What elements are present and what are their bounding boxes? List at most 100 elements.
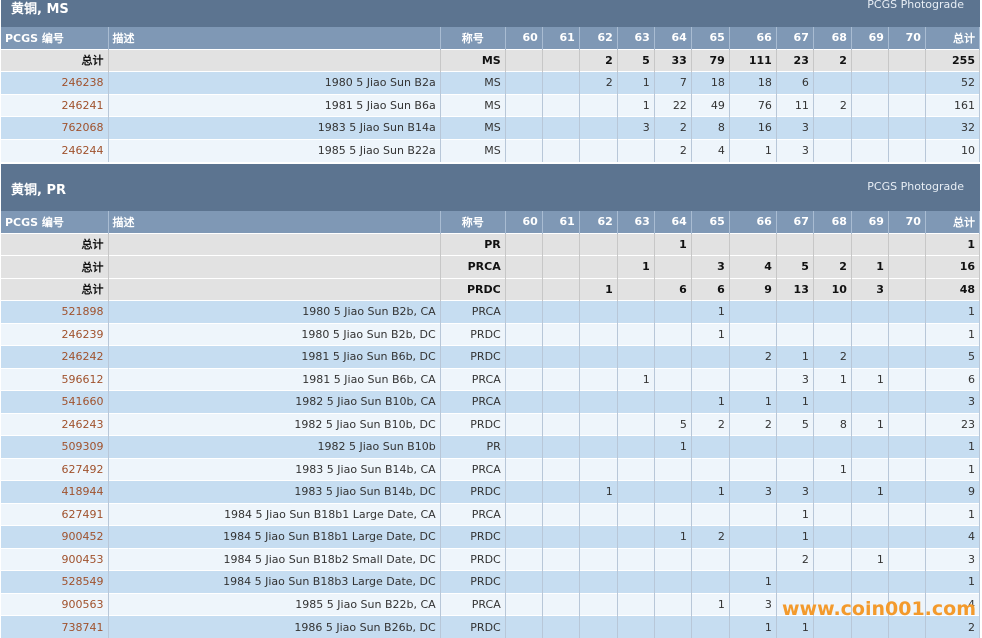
pcgs-number-link[interactable]: 900563 [1,592,109,616]
grade-count-cell [654,457,692,481]
column-header-description[interactable]: 描述 [108,27,441,49]
column-header-grade[interactable]: 61 [542,27,580,49]
column-header-grade[interactable]: 62 [579,211,618,233]
grade-count-cell [542,525,580,548]
pcgs-number-link[interactable]: 246239 [1,322,109,346]
column-header-grade[interactable]: 69 [851,211,889,233]
table-total-row: 总计 PRDC 1 6 6 9 13 10 3 48 [1,277,981,301]
grade-count-cell [654,615,692,638]
row-total-cell: 4 [925,525,981,548]
grade-count-cell [505,48,543,72]
pcgs-number-link[interactable]: 627491 [1,502,109,526]
grade-count-cell: 1 [654,525,692,548]
grade-count-cell [617,300,655,323]
column-header-total[interactable]: 总计 [925,27,981,49]
row-total-cell: 23 [925,412,981,436]
grade-count-cell [542,277,580,301]
total-label: 总计 [1,48,109,72]
pcgs-number-link[interactable]: 246242 [1,345,109,368]
grade-count-cell [654,255,692,278]
pcgs-number-link[interactable]: 541660 [1,390,109,413]
pcgs-number-link[interactable]: 596612 [1,367,109,391]
grade-count-cell: 3 [729,480,777,503]
grade-count-cell [542,592,580,616]
grade-count-cell: 1 [851,412,889,436]
grade-count-cell [617,615,655,638]
grade-count-cell [851,322,889,346]
column-header-grade[interactable]: 61 [542,211,580,233]
photograde-link-ms[interactable]: PCGS Photograde [867,0,964,11]
column-header-grade[interactable]: 67 [776,27,814,49]
column-header-total[interactable]: 总计 [925,211,981,233]
pcgs-number-link[interactable]: 418944 [1,480,109,503]
grade-count-cell [617,547,655,571]
description-cell: 1982 5 Jiao Sun B10b, DC [108,412,441,436]
grade-count-cell [851,615,889,638]
grade-count-cell [888,48,926,72]
grade-count-cell [851,345,889,368]
column-header-grade[interactable]: 66 [729,27,777,49]
grade-count-cell [505,300,543,323]
column-header-grade[interactable]: 70 [888,211,926,233]
pcgs-number-link[interactable]: 246238 [1,71,109,94]
column-header-grade[interactable]: 69 [851,27,889,49]
grade-count-cell: 1 [776,615,814,638]
column-header-designation[interactable]: 称号 [440,27,506,49]
pcgs-number-link[interactable]: 528549 [1,570,109,593]
column-header-grade[interactable]: 65 [691,211,730,233]
description-cell: 1981 5 Jiao Sun B6b, CA [108,367,441,391]
column-header-grade[interactable]: 60 [505,27,543,49]
pcgs-number-link[interactable]: 762068 [1,116,109,139]
pcgs-number-link[interactable]: 246241 [1,93,109,117]
column-header-grade[interactable]: 66 [729,211,777,233]
column-header-grade[interactable]: 67 [776,211,814,233]
pcgs-number-link[interactable]: 900453 [1,547,109,571]
grade-count-cell [813,116,852,139]
table-row: 246238 1980 5 Jiao Sun B2a MS 2 1 7 18 18 6 52 [1,71,981,94]
grade-count-cell [888,525,926,548]
column-header-grade[interactable]: 65 [691,27,730,49]
column-header-pcgs[interactable]: PCGS 编号 [1,27,109,49]
grade-count-cell: 1 [813,367,852,391]
column-header-designation[interactable]: 称号 [440,211,506,233]
pcgs-number-link[interactable]: 521898 [1,300,109,323]
pcgs-number-link[interactable]: 509309 [1,435,109,458]
pcgs-number-link[interactable]: 246244 [1,138,109,162]
photograde-link-pr[interactable]: PCGS Photograde [867,180,964,193]
total-label: 总计 [1,277,109,301]
column-header-grade[interactable]: 64 [654,211,692,233]
pcgs-number-link[interactable]: 738741 [1,615,109,638]
section-header-ms: 黄铜, MS PCGS Photograde [1,0,980,27]
grade-count-cell [654,592,692,616]
grade-count-cell [505,480,543,503]
description-cell: 1984 5 Jiao Sun B18b1 Large Date, CA [108,502,441,526]
column-header-pcgs[interactable]: PCGS 编号 [1,211,109,233]
grade-count-cell [654,390,692,413]
column-header-grade[interactable]: 60 [505,211,543,233]
table-row: 900453 1984 5 Jiao Sun B18b2 Small Date, … [1,547,981,571]
pcgs-number-link[interactable]: 627492 [1,457,109,481]
grade-count-cell [813,300,852,323]
column-header-grade[interactable]: 63 [617,211,655,233]
table-row: 900563 1985 5 Jiao Sun B22b, CA PRCA 1 3 4 [1,592,981,616]
column-header-grade[interactable]: 63 [617,27,655,49]
row-total-cell: 1 [925,457,981,481]
column-header-grade[interactable]: 68 [813,27,852,49]
column-header-grade[interactable]: 62 [579,27,618,49]
row-total-cell: 5 [925,345,981,368]
description-cell [108,277,441,301]
grade-count-cell [851,48,889,72]
column-header-grade[interactable]: 68 [813,211,852,233]
row-total-cell: 3 [925,390,981,413]
row-total-cell: 1 [925,300,981,323]
row-total-cell: 1 [925,232,981,256]
grade-count-cell: 1 [851,547,889,571]
pcgs-number-link[interactable]: 900452 [1,525,109,548]
grade-count-cell [617,390,655,413]
column-header-grade[interactable]: 64 [654,27,692,49]
grade-count-cell [579,570,618,593]
column-header-grade[interactable]: 70 [888,27,926,49]
column-header-description[interactable]: 描述 [108,211,441,233]
grade-count-cell: 5 [776,255,814,278]
pcgs-number-link[interactable]: 246243 [1,412,109,436]
